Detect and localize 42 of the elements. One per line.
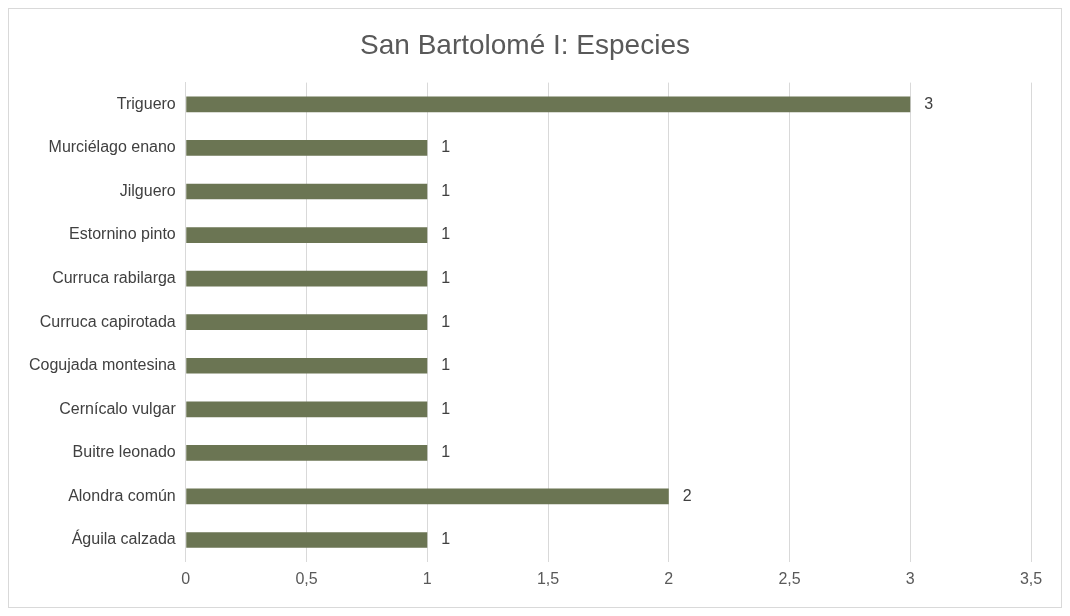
x-tick-label: 0,5 <box>295 569 318 587</box>
bar <box>186 532 428 548</box>
y-tick-label: Buitre leonado <box>72 443 176 461</box>
data-label: 1 <box>441 181 451 199</box>
data-label: 1 <box>441 269 451 287</box>
y-tick-label: Cogujada montesina <box>29 356 176 374</box>
data-label: 1 <box>441 443 451 461</box>
data-label: 2 <box>682 486 692 504</box>
data-label: 1 <box>441 530 451 548</box>
bar <box>186 183 428 200</box>
data-label: 1 <box>441 312 451 330</box>
y-tick-label: Triguero <box>116 94 176 112</box>
x-tick-label: 2,5 <box>778 569 801 587</box>
data-label: 1 <box>441 356 451 374</box>
y-tick-label: Curruca capirotada <box>39 312 176 330</box>
data-label: 1 <box>441 225 451 243</box>
y-tick-label: Jilguero <box>119 181 176 199</box>
y-tick-label: Cernícalo vulgar <box>59 399 177 417</box>
bar <box>186 357 428 374</box>
x-tick-label: 0 <box>181 569 191 587</box>
y-tick-label: Murciélago enano <box>48 138 176 156</box>
x-tick-label: 3,5 <box>1019 569 1043 587</box>
bar <box>186 445 428 461</box>
y-tick-label: Alondra común <box>68 486 176 504</box>
data-label: 1 <box>441 399 451 417</box>
x-tick-label: 1,5 <box>536 569 560 587</box>
x-tick-label: 2 <box>664 569 674 587</box>
y-tick-label: Estornino pinto <box>69 225 176 243</box>
chart-title: San Bartolomé I: Especies <box>360 28 690 60</box>
data-label: 1 <box>441 138 451 156</box>
x-tick-label: 3 <box>905 569 915 587</box>
bar <box>186 488 669 505</box>
y-tick-label: Águila calzada <box>71 529 176 548</box>
bar <box>186 227 428 243</box>
bar <box>186 96 911 113</box>
data-label: 3 <box>924 94 934 112</box>
x-tick-label: 1 <box>422 569 432 587</box>
bar <box>186 314 428 331</box>
bar <box>186 401 428 418</box>
bar <box>186 140 428 156</box>
bar <box>186 270 428 287</box>
y-tick-label: Curruca rabilarga <box>52 269 176 287</box>
